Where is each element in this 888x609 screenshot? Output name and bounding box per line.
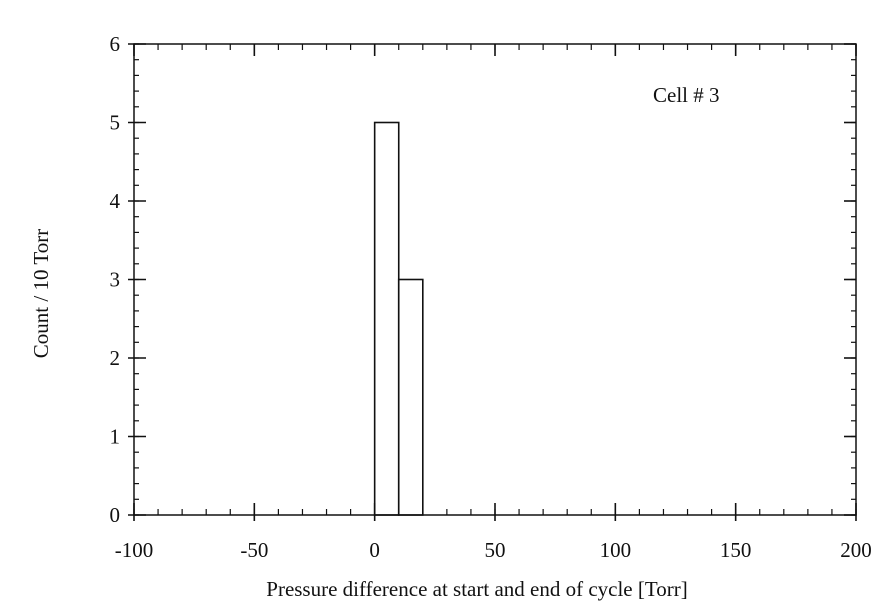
y-tick-label: 1 [110,425,121,449]
x-tick-label: 50 [485,538,506,562]
y-axis-title: Count / 10 Torr [29,229,53,358]
x-tick-label: -100 [115,538,154,562]
x-tick-label: 0 [369,538,380,562]
y-tick-label: 3 [110,268,121,292]
y-tick-label: 2 [110,346,121,370]
y-tick-labels: 0 1 2 3 4 5 6 [110,32,121,527]
histogram-bars [373,121,424,516]
x-tick-label: 150 [720,538,752,562]
cell-annotation: Cell # 3 [653,83,720,107]
major-ticks [128,43,857,521]
minor-ticks [133,43,857,516]
x-tick-labels: -100 -50 0 50 100 150 200 [115,538,872,562]
y-tick-label: 4 [110,189,121,213]
x-tick-label: 200 [840,538,872,562]
histogram-bar-0 [373,121,400,516]
plot-frame [133,43,857,516]
y-tick-label: 6 [110,32,121,56]
x-axis-title: Pressure difference at start and end of … [266,577,687,601]
y-tick-label: 0 [110,503,121,527]
x-tick-label: 100 [600,538,632,562]
y-tick-label: 5 [110,111,121,135]
x-tick-label: -50 [240,538,268,562]
histogram-bar-1 [397,278,424,516]
